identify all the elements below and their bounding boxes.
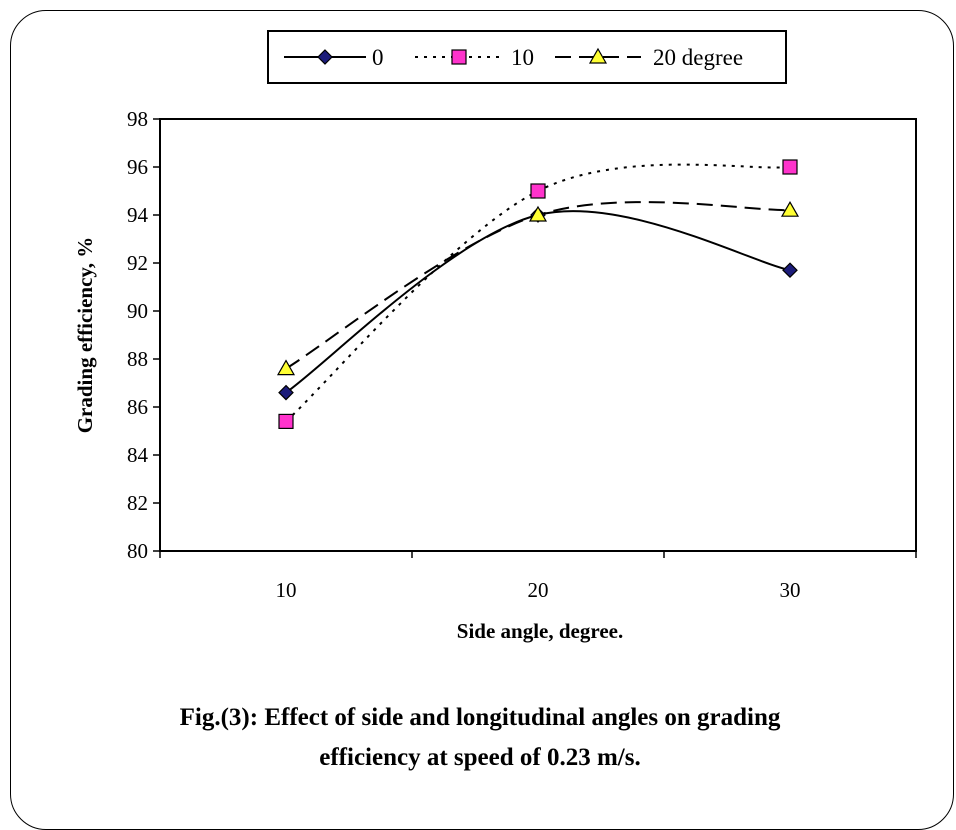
x-axis-title: Side angle, degree. xyxy=(457,619,623,643)
legend: 0 10 20 degree xyxy=(267,30,787,84)
y-tick-label: 82 xyxy=(127,491,148,515)
y-tick-label: 80 xyxy=(127,539,148,563)
data-point xyxy=(528,205,548,222)
legend-label: 0 xyxy=(372,45,384,70)
data-point xyxy=(780,200,800,217)
series-line xyxy=(285,210,791,394)
data-point xyxy=(782,262,798,279)
y-axis-title: Grading efficiency, % xyxy=(73,237,97,434)
x-tick-label: 20 xyxy=(528,578,549,602)
y-tick-label: 92 xyxy=(127,251,148,275)
data-point xyxy=(530,183,546,199)
y-tick-label: 84 xyxy=(127,443,149,467)
chart-series xyxy=(276,159,800,429)
x-tick-label: 30 xyxy=(780,578,801,602)
data-point xyxy=(278,384,294,401)
data-point xyxy=(782,159,798,175)
figure-caption-line-2: efficiency at speed of 0.23 m/s. xyxy=(319,744,641,771)
y-tick-label: 96 xyxy=(127,155,148,179)
data-point xyxy=(276,359,296,376)
series-line xyxy=(285,163,791,423)
series-0 xyxy=(278,207,798,401)
y-tick-label: 98 xyxy=(127,107,148,131)
y-tick-label: 90 xyxy=(127,299,148,323)
chart-axes: 80 82 84 86 88 90 92 94 96 98 10 20 30 xyxy=(127,107,917,602)
legend-marker xyxy=(451,49,467,65)
data-point xyxy=(278,413,294,429)
legend-marker xyxy=(588,47,608,64)
y-tick-label: 94 xyxy=(127,203,149,227)
series-20-degree xyxy=(276,200,800,376)
y-tick-label: 86 xyxy=(127,395,148,419)
x-tick-label: 10 xyxy=(276,578,297,602)
figure-caption-line-1: Fig.(3): Effect of side and longitudinal… xyxy=(179,704,781,731)
legend-label: 20 degree xyxy=(653,45,743,70)
y-tick-label: 88 xyxy=(127,347,148,371)
legend-marker xyxy=(317,49,333,65)
plot-area xyxy=(159,118,917,552)
legend-label: 10 xyxy=(511,45,534,70)
series-10 xyxy=(278,159,798,429)
